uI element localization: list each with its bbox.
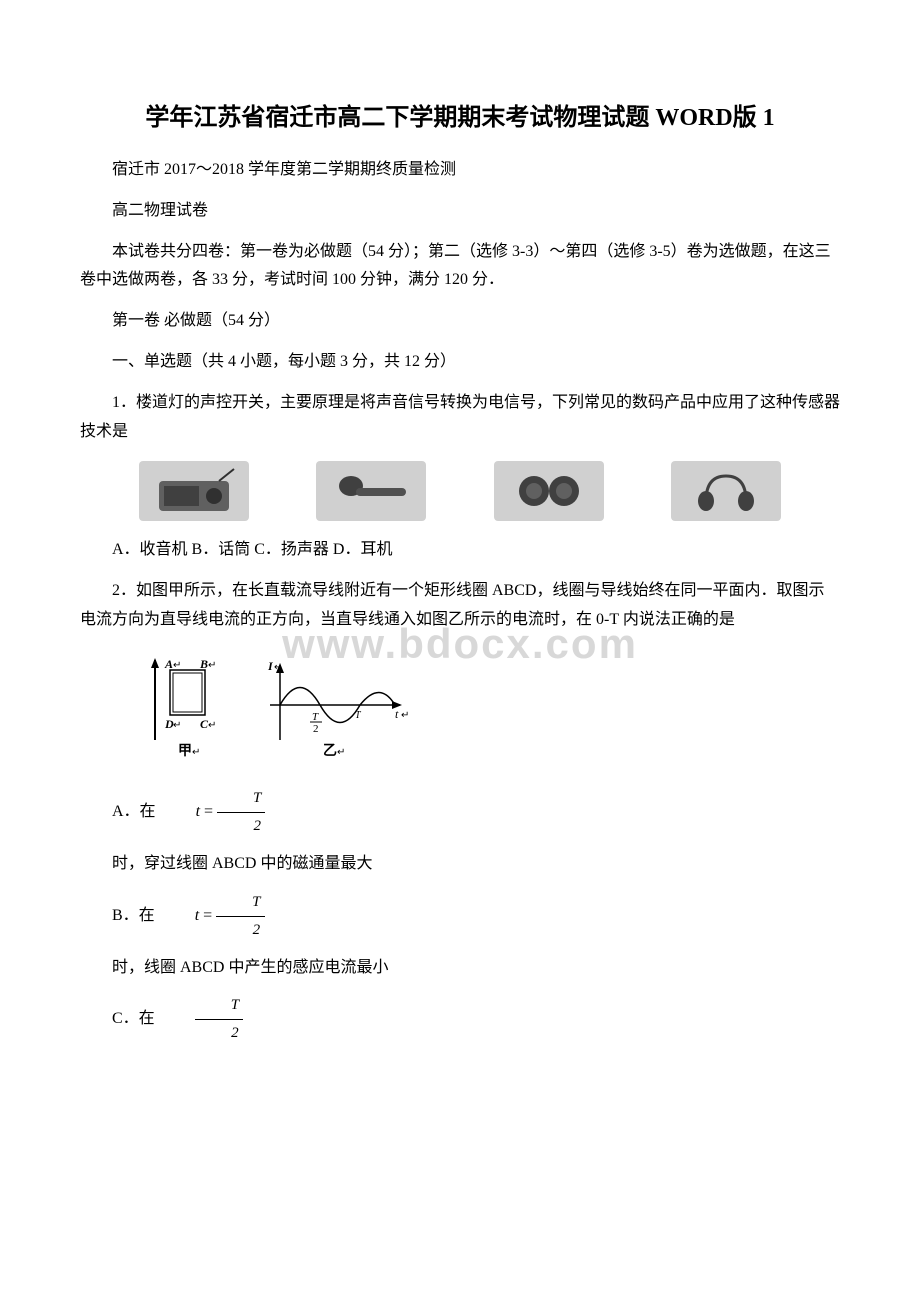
var-t-b: t [195, 907, 199, 924]
question2-option-a-prefix: A．在 t = T 2 [80, 785, 840, 840]
fraction-t-over-2: T 2 [217, 785, 265, 840]
svg-text:↵: ↵ [173, 660, 181, 671]
svg-text:T: T [312, 711, 319, 723]
numerator: T [217, 785, 265, 813]
equals-sign-b: = [203, 907, 212, 924]
subject-name: 高二物理试卷 [80, 197, 840, 226]
svg-text:t: t [395, 707, 399, 721]
fraction-t-over-2-b: T 2 [216, 889, 264, 944]
option-c-label: C．在 [80, 1005, 155, 1034]
svg-text:↵: ↵ [401, 710, 409, 721]
formula-t-equals-t2: t = T 2 [164, 785, 266, 840]
formula-t-equals-t2-b: t = T 2 [163, 889, 265, 944]
question2-text: 2．如图甲所示，在长直载流导线附近有一个矩形线圈 ABCD，线圈与导线始终在同一… [80, 577, 840, 635]
numerator-b: T [216, 889, 264, 917]
svg-text:↵: ↵ [208, 660, 216, 671]
formula-t-over-2-c: T 2 [163, 992, 243, 1047]
denominator-b: 2 [216, 917, 264, 944]
svg-text:I: I [267, 659, 274, 673]
option-b-label: B．在 [80, 902, 155, 931]
radio-image [139, 461, 249, 521]
equals-sign: = [204, 803, 213, 820]
question2-option-b-prefix: B．在 t = T 2 [80, 889, 840, 944]
microphone-image [316, 461, 426, 521]
question2-option-c-prefix: C．在 T 2 [80, 992, 840, 1047]
svg-text:↵: ↵ [274, 662, 282, 673]
svg-text:T: T [355, 710, 362, 721]
svg-text:A: A [164, 657, 173, 671]
question1-text: 1．楼道灯的声控开关，主要原理是将声音信号转换为电信号，下列常见的数码产品中应用… [80, 389, 840, 447]
svg-text:甲: 甲 [178, 743, 192, 759]
part1-title: 第一卷 必做题（54 分） [80, 307, 840, 336]
svg-text:↵: ↵ [337, 747, 345, 758]
svg-text:↵: ↵ [192, 747, 200, 758]
speaker-image [494, 461, 604, 521]
var-t: t [196, 803, 200, 820]
question2-diagram: A ↵ B ↵ D ↵ C ↵ 甲 ↵ I ↵ t ↵ T 2 [140, 650, 840, 770]
denominator-c: 2 [195, 1020, 243, 1047]
question1-images [120, 461, 800, 521]
svg-text:↵: ↵ [208, 720, 216, 731]
question1-options: A．收音机 B．话筒 C．扬声器 D．耳机 [80, 536, 840, 565]
exam-info: 宿迁市 2017～2018 学年度第二学期期终质量检测 [80, 156, 840, 185]
document-content: 学年江苏省宿迁市高二下学期期末考试物理试题 WORD版 1 宿迁市 2017～2… [80, 100, 840, 1047]
fraction-t-over-2-c-only: T 2 [195, 992, 243, 1047]
svg-text:B: B [199, 657, 208, 671]
svg-text:2: 2 [313, 723, 319, 735]
document-title: 学年江苏省宿迁市高二下学期期末考试物理试题 WORD版 1 [80, 100, 840, 136]
option-a-label: A．在 [80, 798, 156, 827]
question2-option-a-text: 时，穿过线圈 ABCD 中的磁通量最大 [80, 850, 840, 879]
headphones-image [671, 461, 781, 521]
svg-text:↵: ↵ [173, 720, 181, 731]
section1-title: 一、单选题（共 4 小题，每小题 3 分，共 12 分） [80, 348, 840, 377]
numerator-c: T [195, 992, 243, 1020]
svg-text:乙: 乙 [323, 743, 337, 759]
denominator: 2 [217, 813, 265, 840]
question2-option-b-text: 时，线圈 ABCD 中产生的感应电流最小 [80, 954, 840, 983]
exam-instructions: 本试卷共分四卷：第一卷为必做题（54 分）；第二（选修 3-3）～第四（选修 3… [80, 238, 840, 296]
